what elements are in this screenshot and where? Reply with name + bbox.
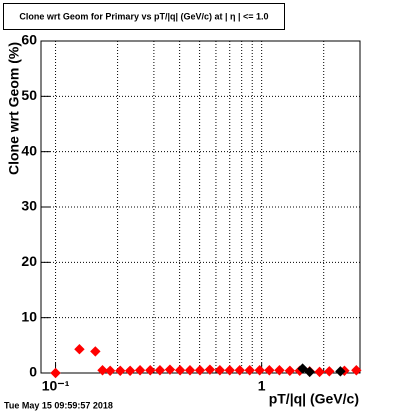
data-point (351, 365, 362, 376)
data-point (224, 365, 235, 376)
y-tick-label: 40 (21, 142, 37, 158)
data-point (254, 365, 265, 376)
y-tick-label: 20 (21, 253, 37, 269)
data-point (145, 365, 156, 376)
title-box (3, 3, 285, 30)
data-point (284, 365, 296, 376)
data-point (124, 365, 136, 376)
y-tick-label: 60 (21, 32, 37, 48)
data-point (90, 346, 101, 357)
data-point (74, 343, 85, 355)
data-point (314, 366, 325, 378)
data-point (264, 365, 275, 376)
y-axis-label: Clone wrt Geom (%) (6, 42, 22, 175)
data-point (164, 364, 176, 375)
data-point (234, 365, 245, 376)
y-tick-label: 0 (29, 364, 37, 380)
timestamp: Tue May 15 09:59:57 2018 (4, 400, 113, 410)
chart-title: Clone wrt Geom for Primary vs pT/|q| (Ge… (19, 11, 268, 21)
x-tick-label: 10⁻¹ (42, 378, 70, 394)
data-point (335, 366, 346, 377)
data-point (297, 363, 308, 374)
data-point (204, 364, 216, 375)
data-point (115, 365, 126, 376)
data-point (97, 365, 108, 376)
data-point (274, 365, 285, 376)
data-point (184, 365, 196, 376)
data-point (304, 366, 315, 378)
data-point (174, 365, 186, 376)
data-point (244, 365, 255, 376)
y-tick-label: 30 (21, 198, 37, 214)
data-point (134, 365, 146, 376)
data-point (50, 367, 61, 379)
x-axis-label: pT/|q| (GeV/c) (269, 391, 359, 407)
x-tick-label: 1 (258, 378, 266, 394)
data-point (194, 365, 206, 376)
y-tick-label: 50 (21, 87, 37, 103)
data-point (104, 365, 116, 376)
data-point (324, 366, 335, 377)
data-point (214, 365, 226, 376)
data-point (154, 365, 166, 376)
y-tick-label: 10 (21, 308, 37, 324)
